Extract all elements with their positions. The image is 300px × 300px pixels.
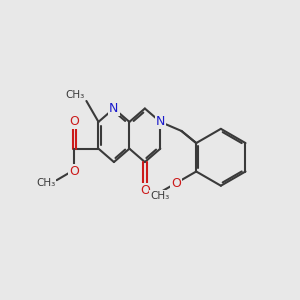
Text: N: N <box>109 102 119 115</box>
Text: O: O <box>69 115 79 128</box>
Text: CH₃: CH₃ <box>150 191 169 201</box>
Text: CH₃: CH₃ <box>36 178 55 188</box>
Text: N: N <box>156 116 165 128</box>
Text: O: O <box>140 184 150 197</box>
Text: O: O <box>69 165 79 178</box>
Text: O: O <box>172 177 181 190</box>
Text: CH₃: CH₃ <box>65 89 84 100</box>
